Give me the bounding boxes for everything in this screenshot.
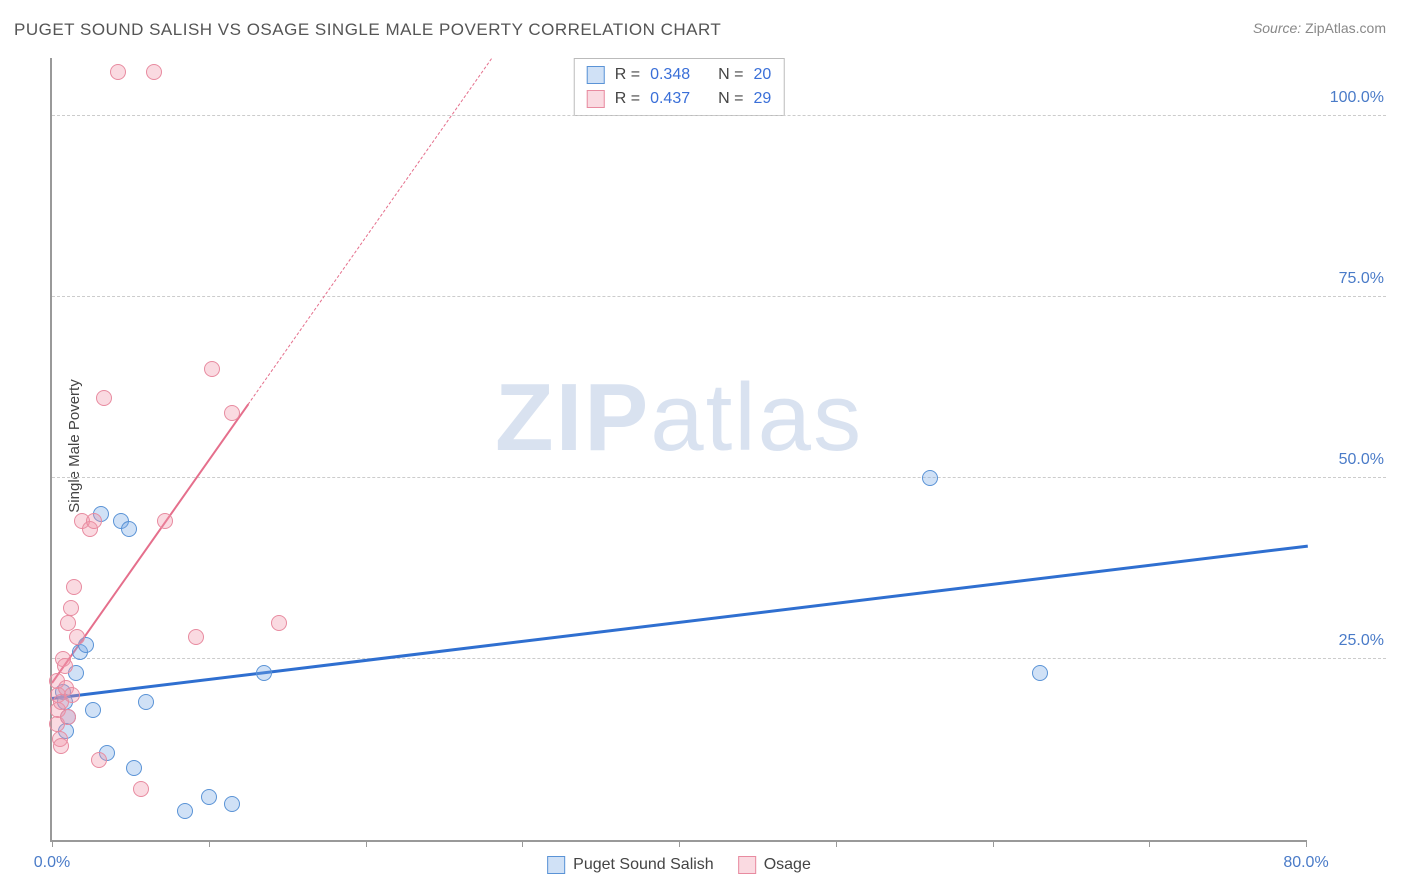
data-point-osage (146, 64, 162, 80)
legend-item-puget: Puget Sound Salish (547, 856, 714, 874)
legend-label-puget: Puget Sound Salish (573, 856, 714, 874)
y-tick-label: 25.0% (1314, 632, 1384, 650)
data-point-osage (204, 361, 220, 377)
y-tick-label: 75.0% (1314, 270, 1384, 288)
r-value-osage: 0.437 (650, 90, 690, 108)
x-tick (366, 840, 367, 847)
source-name: ZipAtlas.com (1305, 20, 1386, 36)
data-point-osage (271, 615, 287, 631)
data-point-osage (66, 579, 82, 595)
data-point-osage (91, 752, 107, 768)
trend-line-puget (52, 544, 1308, 699)
watermark: ZIPatlas (495, 363, 863, 473)
x-tick (522, 840, 523, 847)
legend-swatch-osage (587, 90, 605, 108)
data-point-puget (224, 796, 240, 812)
data-point-puget (121, 521, 137, 537)
chart-title: PUGET SOUND SALISH VS OSAGE SINGLE MALE … (14, 20, 721, 40)
data-point-puget (256, 665, 272, 681)
r-label: R = (615, 66, 640, 84)
legend-label-osage: Osage (764, 856, 811, 874)
x-tick-label: 80.0% (1283, 854, 1328, 872)
data-point-puget (201, 789, 217, 805)
data-point-puget (1032, 665, 1048, 681)
n-label: N = (718, 66, 743, 84)
x-tick (1306, 840, 1307, 847)
gridline (52, 115, 1386, 116)
data-point-osage (86, 513, 102, 529)
data-point-osage (53, 738, 69, 754)
r-label: R = (615, 90, 640, 108)
data-point-osage (69, 629, 85, 645)
data-point-osage (110, 64, 126, 80)
legend-item-osage: Osage (738, 856, 811, 874)
y-tick-label: 100.0% (1314, 89, 1384, 107)
r-value-puget: 0.348 (650, 66, 690, 84)
chart-container: PUGET SOUND SALISH VS OSAGE SINGLE MALE … (0, 0, 1406, 892)
data-point-puget (922, 470, 938, 486)
legend-swatch-osage (738, 856, 756, 874)
data-point-osage (133, 781, 149, 797)
watermark-bold: ZIP (495, 364, 650, 471)
legend-series: Puget Sound Salish Osage (547, 856, 811, 874)
legend-swatch-puget (587, 66, 605, 84)
x-tick (52, 840, 53, 847)
n-label: N = (718, 90, 743, 108)
x-tick (209, 840, 210, 847)
x-tick (1149, 840, 1150, 847)
data-point-osage (64, 687, 80, 703)
source-attribution: Source: ZipAtlas.com (1253, 20, 1386, 36)
data-point-osage (96, 390, 112, 406)
data-point-osage (57, 658, 73, 674)
data-point-osage (60, 615, 76, 631)
legend-stat-row-puget: R = 0.348 N = 20 (587, 63, 772, 87)
legend-correlation: R = 0.348 N = 20 R = 0.437 N = 29 (574, 58, 785, 116)
data-point-puget (85, 702, 101, 718)
data-point-osage (188, 629, 204, 645)
data-point-osage (63, 600, 79, 616)
data-point-puget (126, 760, 142, 776)
x-tick (836, 840, 837, 847)
gridline (52, 477, 1386, 478)
source-prefix: Source: (1253, 20, 1301, 36)
data-point-osage (224, 405, 240, 421)
data-point-puget (138, 694, 154, 710)
x-tick (679, 840, 680, 847)
watermark-rest: atlas (650, 364, 863, 471)
data-point-puget (177, 803, 193, 819)
trend-line-osage-extrapolated (248, 58, 492, 404)
legend-swatch-puget (547, 856, 565, 874)
gridline (52, 658, 1386, 659)
gridline (52, 296, 1386, 297)
y-tick-label: 50.0% (1314, 451, 1384, 469)
data-point-osage (60, 709, 76, 725)
plot-area: ZIPatlas R =0.348N =20R =0.437N =29 Puge… (50, 58, 1306, 842)
x-tick (993, 840, 994, 847)
n-value-puget: 20 (753, 66, 771, 84)
legend-stat-row-osage: R = 0.437 N = 29 (587, 87, 772, 111)
x-tick-label: 0.0% (34, 854, 70, 872)
n-value-osage: 29 (753, 90, 771, 108)
data-point-osage (157, 513, 173, 529)
